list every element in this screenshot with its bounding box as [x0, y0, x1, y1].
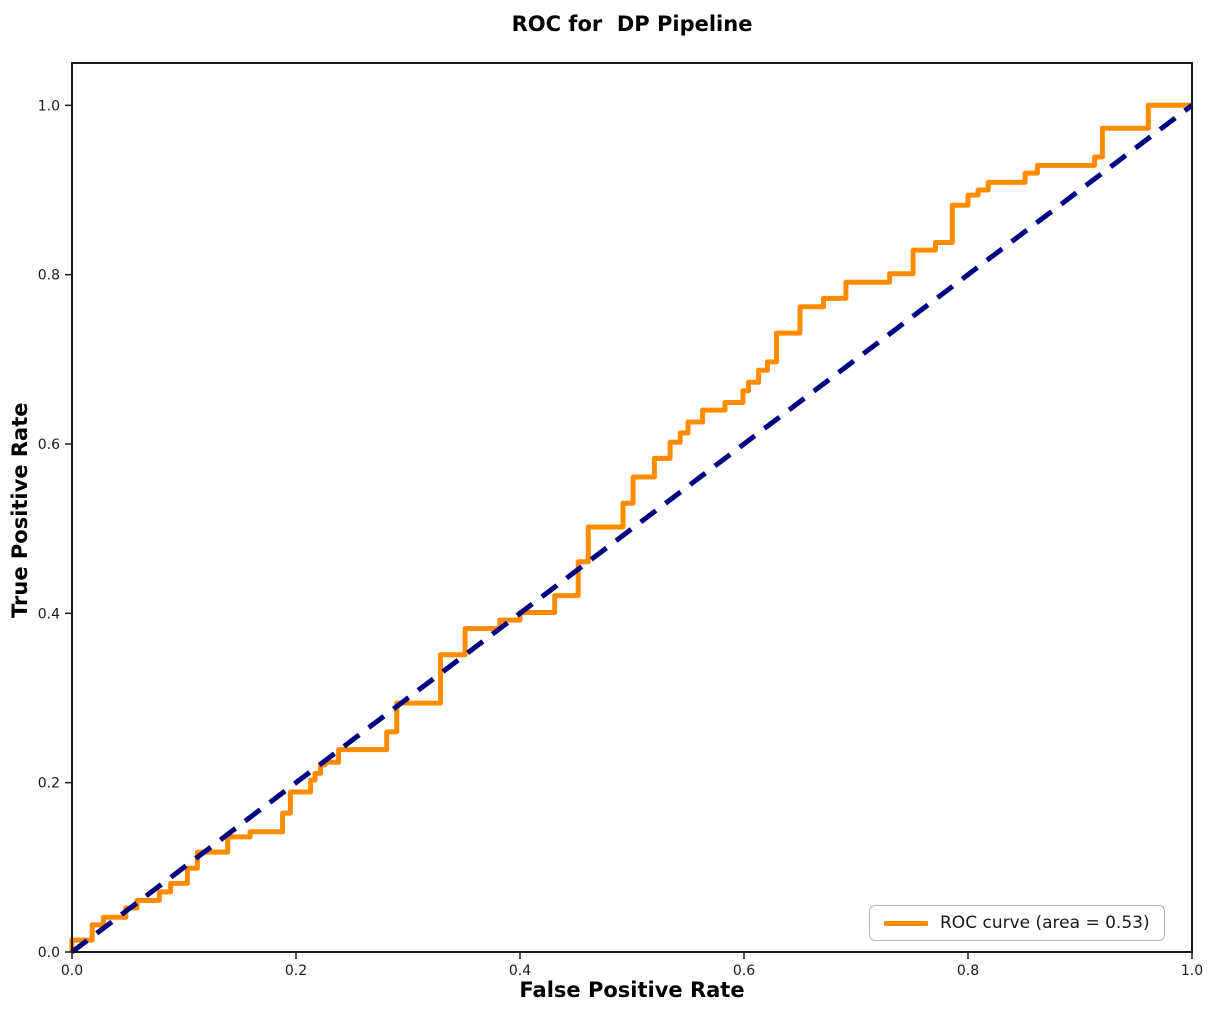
x-tick-label: 1.0	[1181, 963, 1203, 979]
legend-label: ROC curve (area = 0.53)	[940, 913, 1150, 933]
y-tick-label: 0.8	[38, 268, 60, 284]
x-tick-label: 0.4	[509, 963, 531, 979]
y-tick-label: 0.4	[38, 606, 60, 622]
y-tick-label: 0.0	[38, 945, 60, 961]
x-axis-label: False Positive Rate	[519, 978, 745, 1002]
legend: ROC curve (area = 0.53)	[869, 905, 1165, 941]
chart-title: ROC for DP Pipeline	[511, 12, 753, 36]
axes-frame	[71, 62, 1193, 953]
x-tick-label: 0.6	[733, 963, 755, 979]
y-axis-label: True Positive Rate	[8, 402, 32, 618]
x-tick-label: 0.0	[61, 963, 83, 979]
diagonal-reference-line	[70, 103, 1194, 954]
y-tick-label: 0.2	[38, 776, 60, 792]
roc-curve-line	[69, 102, 1192, 952]
roc-curve-legend-swatch	[884, 920, 928, 926]
x-tick-label: 0.8	[957, 963, 979, 979]
y-tick-label: 1.0	[38, 98, 60, 114]
y-tick-label: 0.6	[38, 437, 60, 453]
x-tick-label: 0.2	[285, 963, 307, 979]
